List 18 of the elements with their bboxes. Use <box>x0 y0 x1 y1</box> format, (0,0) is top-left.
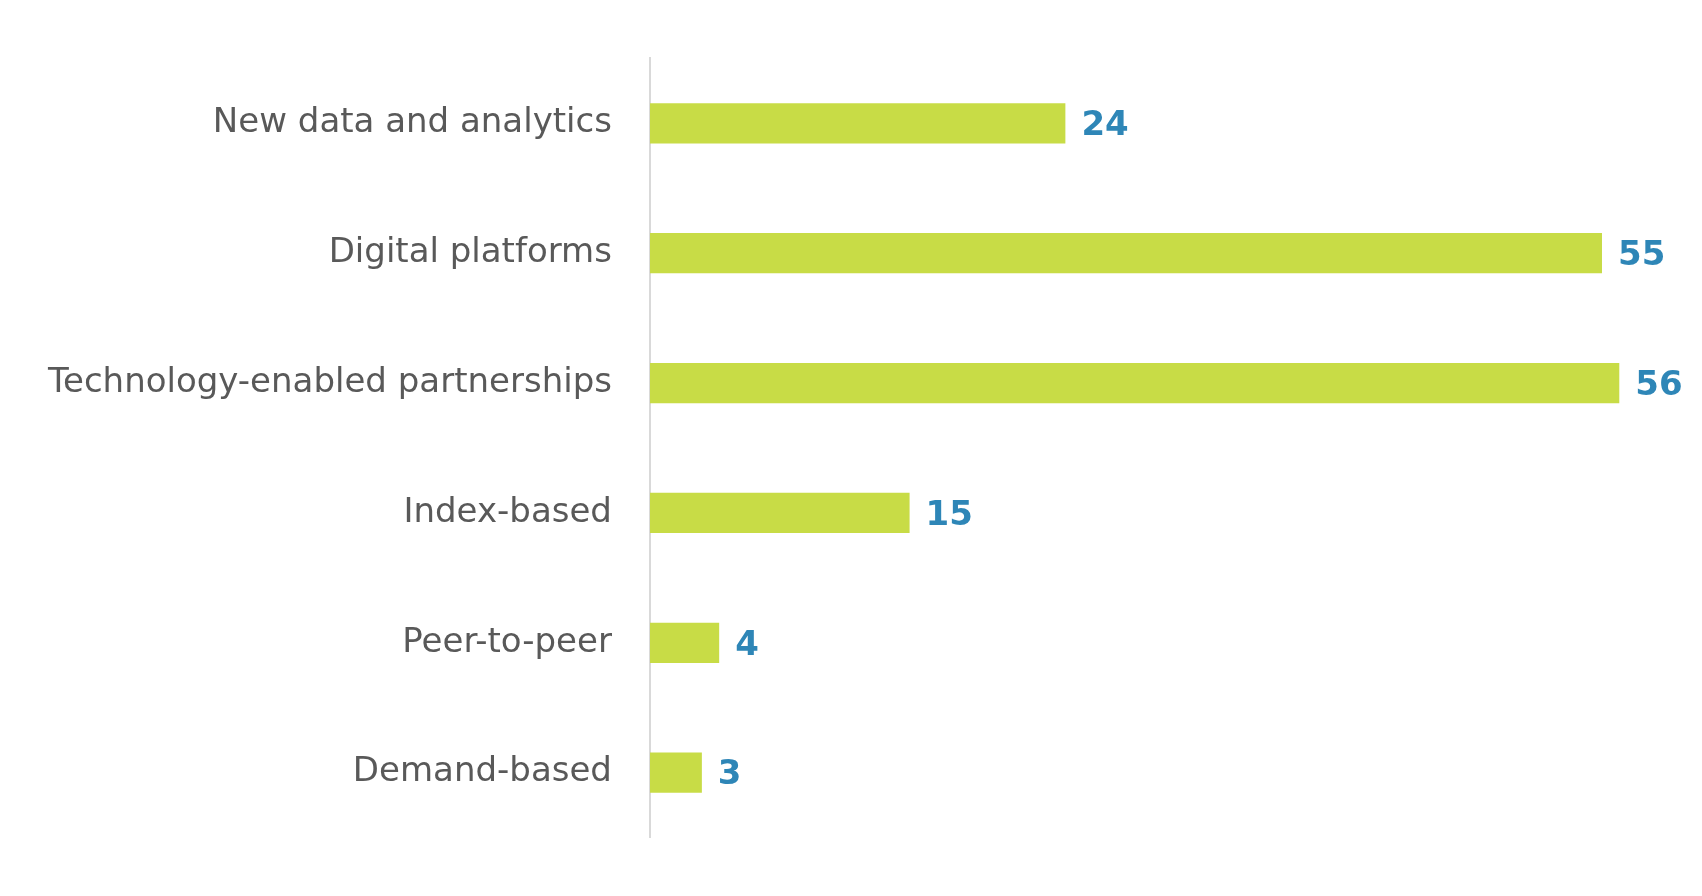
data-label: 15 <box>925 492 973 533</box>
bar <box>649 362 1620 404</box>
y-tick-label: Demand-based <box>352 749 612 790</box>
data-label: 3 <box>717 752 742 793</box>
data-label: 4 <box>735 622 759 663</box>
y-tick-label: Peer-to-peer <box>402 619 612 660</box>
data-label: 24 <box>1081 103 1129 144</box>
data-label: 55 <box>1617 233 1666 274</box>
bar <box>649 752 702 793</box>
bar <box>649 103 1066 144</box>
y-tick-label: Technology-enabled partnerships <box>46 359 612 400</box>
data-label: 56 <box>1635 362 1683 403</box>
bar <box>649 492 910 534</box>
y-tick-label: New data and analytics <box>212 100 612 141</box>
bar <box>649 622 720 663</box>
bar <box>649 233 1602 274</box>
y-tick-label: Digital platforms <box>328 230 612 271</box>
y-tick-label: Index-based <box>403 489 612 530</box>
